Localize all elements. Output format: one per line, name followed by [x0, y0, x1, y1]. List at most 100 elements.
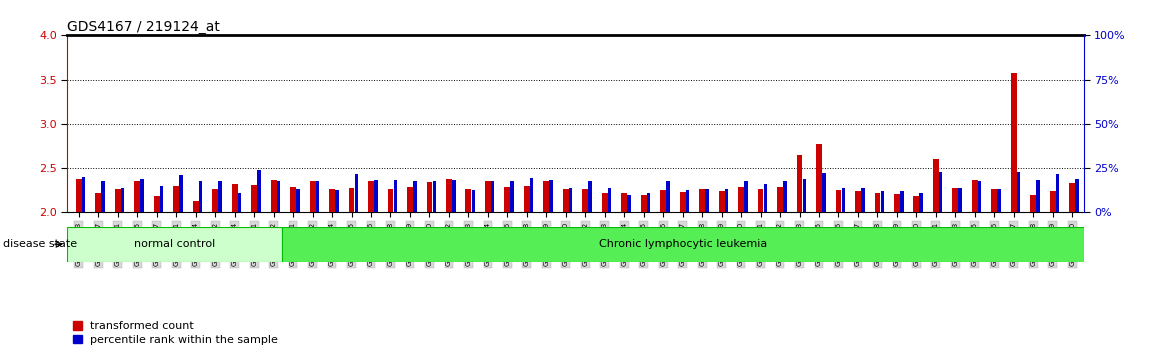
Bar: [257, 170, 261, 212]
Bar: [413, 181, 417, 212]
Bar: [647, 193, 651, 212]
Bar: [283, 227, 1084, 262]
Bar: [680, 192, 686, 212]
Bar: [997, 188, 1001, 212]
Bar: [95, 193, 101, 212]
Bar: [394, 180, 397, 212]
Bar: [179, 175, 183, 212]
Bar: [563, 189, 569, 212]
Bar: [1050, 191, 1056, 212]
Bar: [777, 187, 783, 212]
Bar: [309, 181, 315, 212]
Bar: [1011, 73, 1017, 212]
Bar: [783, 181, 786, 212]
Text: normal control: normal control: [134, 239, 215, 249]
Bar: [977, 181, 982, 212]
Bar: [446, 179, 452, 212]
Bar: [67, 227, 283, 262]
Bar: [1056, 174, 1060, 212]
Bar: [666, 181, 669, 212]
Bar: [745, 181, 748, 212]
Bar: [640, 195, 646, 212]
Bar: [900, 191, 903, 212]
Bar: [952, 188, 959, 212]
Bar: [763, 184, 768, 212]
Bar: [368, 181, 374, 212]
Bar: [291, 187, 296, 212]
Bar: [277, 181, 280, 212]
Bar: [452, 180, 455, 212]
Bar: [991, 188, 997, 212]
Bar: [933, 159, 939, 212]
Bar: [914, 195, 919, 212]
Bar: [335, 190, 338, 212]
Bar: [874, 193, 880, 212]
Bar: [433, 181, 437, 212]
Bar: [797, 155, 802, 212]
Bar: [485, 181, 491, 212]
Bar: [115, 189, 120, 212]
Bar: [316, 181, 320, 212]
Bar: [939, 172, 943, 212]
Bar: [1069, 183, 1075, 212]
Bar: [505, 187, 511, 212]
Bar: [120, 188, 124, 212]
Bar: [1017, 172, 1020, 212]
Text: disease state: disease state: [3, 239, 78, 249]
Bar: [822, 172, 826, 212]
Bar: [816, 144, 822, 212]
Bar: [192, 201, 199, 212]
Bar: [174, 186, 179, 212]
Bar: [719, 191, 725, 212]
Bar: [959, 188, 962, 212]
Bar: [530, 178, 534, 212]
Bar: [134, 181, 140, 212]
Bar: [388, 188, 394, 212]
Bar: [1031, 195, 1036, 212]
Bar: [374, 180, 378, 212]
Bar: [160, 186, 163, 212]
Bar: [608, 188, 611, 212]
Text: Chronic lymphocytic leukemia: Chronic lymphocytic leukemia: [599, 239, 768, 249]
Bar: [738, 187, 743, 212]
Bar: [880, 191, 884, 212]
Bar: [154, 195, 160, 212]
Bar: [349, 188, 354, 212]
Bar: [82, 177, 86, 212]
Bar: [628, 195, 631, 212]
Bar: [705, 188, 709, 212]
Bar: [471, 190, 475, 212]
Bar: [543, 181, 549, 212]
Bar: [802, 179, 806, 212]
Bar: [842, 188, 845, 212]
Bar: [271, 180, 277, 212]
Bar: [582, 188, 588, 212]
Bar: [219, 181, 222, 212]
Bar: [836, 190, 842, 212]
Bar: [76, 179, 82, 212]
Bar: [862, 188, 865, 212]
Bar: [426, 182, 432, 212]
Bar: [296, 188, 300, 212]
Bar: [757, 189, 763, 212]
Text: GDS4167 / 219124_at: GDS4167 / 219124_at: [67, 21, 220, 34]
Bar: [354, 174, 358, 212]
Bar: [251, 185, 257, 212]
Bar: [660, 190, 666, 212]
Bar: [622, 193, 628, 212]
Bar: [725, 188, 728, 212]
Bar: [588, 181, 592, 212]
Bar: [329, 188, 335, 212]
Bar: [140, 179, 144, 212]
Bar: [549, 180, 552, 212]
Bar: [491, 181, 494, 212]
Bar: [237, 193, 241, 212]
Bar: [1036, 180, 1040, 212]
Bar: [511, 181, 514, 212]
Bar: [523, 186, 529, 212]
Bar: [199, 181, 203, 212]
Bar: [855, 191, 860, 212]
Legend: transformed count, percentile rank within the sample: transformed count, percentile rank withi…: [73, 321, 278, 345]
Bar: [1076, 179, 1079, 212]
Bar: [699, 189, 705, 212]
